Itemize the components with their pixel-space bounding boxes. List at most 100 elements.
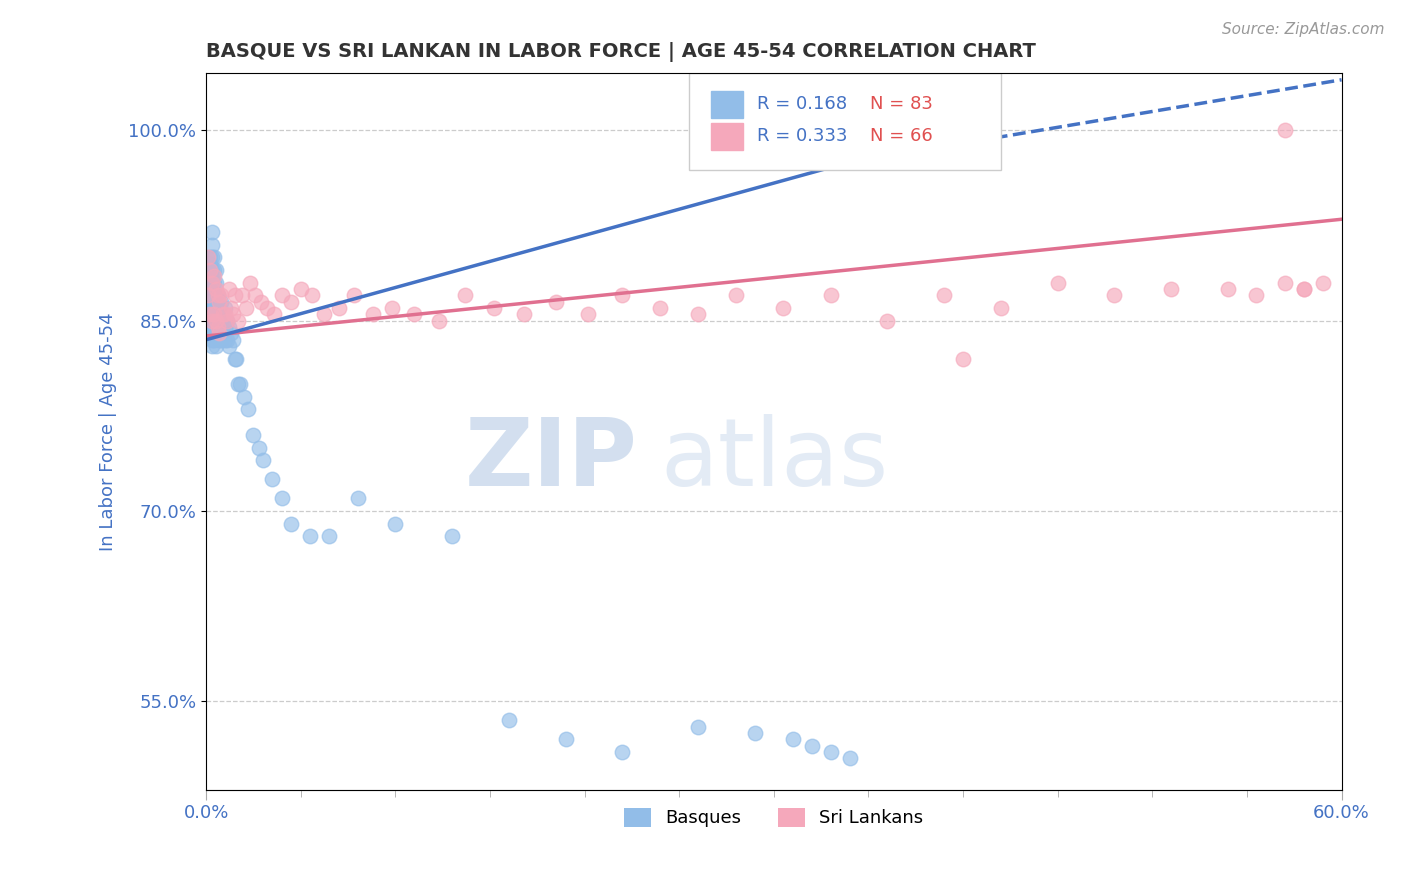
Point: [207, 301, 229, 315]
Point: [214, 307, 236, 321]
Point: [215, 314, 238, 328]
Point: [441, 529, 464, 543]
Point: [612, 288, 634, 302]
Point: [204, 301, 226, 315]
Point: [204, 326, 226, 341]
Point: [270, 288, 292, 302]
Point: [270, 491, 292, 506]
Point: [201, 314, 224, 328]
Point: [381, 301, 404, 315]
Bar: [711, 91, 744, 118]
Point: [197, 314, 219, 328]
Point: [197, 288, 219, 302]
Point: [201, 326, 224, 341]
Point: [361, 307, 384, 321]
Point: [612, 745, 634, 759]
Point: [782, 732, 804, 747]
Point: [202, 250, 225, 264]
Point: [221, 307, 243, 321]
Point: [201, 314, 224, 328]
Point: [201, 339, 224, 353]
Point: [201, 237, 224, 252]
Text: BASQUE VS SRI LANKAN IN LABOR FORCE | AGE 45-54 CORRELATION CHART: BASQUE VS SRI LANKAN IN LABOR FORCE | AG…: [207, 42, 1036, 62]
Point: [198, 307, 221, 321]
Point: [800, 739, 823, 753]
Point: [1274, 276, 1296, 290]
Point: [214, 301, 236, 315]
Point: [201, 225, 224, 239]
Point: [204, 339, 226, 353]
FancyBboxPatch shape: [689, 73, 1001, 170]
Point: [207, 326, 229, 341]
Point: [198, 307, 221, 321]
Point: [207, 288, 229, 302]
Point: [218, 339, 240, 353]
Point: [236, 402, 259, 417]
Point: [427, 314, 450, 328]
Point: [215, 333, 238, 347]
Point: [221, 333, 243, 347]
Point: [650, 301, 672, 315]
Point: [202, 276, 225, 290]
Point: [198, 250, 221, 264]
Point: [219, 301, 242, 315]
Point: [688, 719, 710, 733]
Point: [952, 351, 974, 366]
Point: [744, 726, 766, 740]
Point: [225, 351, 247, 366]
Text: ZIP: ZIP: [465, 414, 638, 507]
Point: [233, 390, 256, 404]
Point: [1292, 282, 1315, 296]
Point: [256, 301, 278, 315]
Point: [198, 257, 221, 271]
Point: [482, 301, 505, 315]
Point: [208, 301, 231, 315]
Point: [201, 288, 224, 302]
Point: [235, 301, 257, 315]
Point: [204, 314, 226, 328]
Point: [245, 288, 267, 302]
Point: [202, 307, 225, 321]
Point: [204, 282, 226, 296]
Point: [202, 326, 225, 341]
Point: [198, 263, 221, 277]
Point: [202, 269, 225, 284]
Point: [224, 288, 246, 302]
Point: [228, 314, 250, 328]
Point: [838, 751, 860, 765]
Point: [198, 294, 221, 309]
Point: [207, 288, 229, 302]
Point: [1216, 282, 1239, 296]
Point: [546, 294, 568, 309]
Point: [197, 320, 219, 334]
Point: [312, 307, 335, 321]
Point: [252, 453, 274, 467]
Point: [688, 307, 710, 321]
Point: [990, 301, 1012, 315]
Point: [197, 307, 219, 321]
Point: [209, 314, 232, 328]
Point: [318, 529, 340, 543]
Point: [202, 301, 225, 315]
Point: [934, 288, 956, 302]
Point: [214, 333, 236, 347]
Point: [404, 307, 426, 321]
Point: [198, 263, 221, 277]
Point: [197, 301, 219, 315]
Text: R = 0.333: R = 0.333: [756, 128, 848, 145]
Text: atlas: atlas: [661, 414, 889, 507]
Point: [247, 441, 270, 455]
Point: [201, 276, 224, 290]
Point: [218, 282, 240, 296]
Point: [239, 276, 262, 290]
Point: [346, 491, 368, 506]
Point: [328, 301, 350, 315]
Point: [201, 333, 224, 347]
Point: [290, 282, 312, 296]
Point: [209, 294, 232, 309]
Point: [231, 288, 253, 302]
Point: [209, 333, 232, 347]
Point: [1160, 282, 1182, 296]
Point: [280, 294, 302, 309]
Point: [578, 307, 600, 321]
